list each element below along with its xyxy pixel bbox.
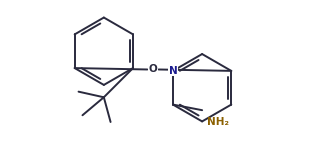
Text: N: N bbox=[169, 66, 177, 76]
Text: NH₂: NH₂ bbox=[207, 117, 228, 127]
Text: O: O bbox=[148, 64, 157, 75]
